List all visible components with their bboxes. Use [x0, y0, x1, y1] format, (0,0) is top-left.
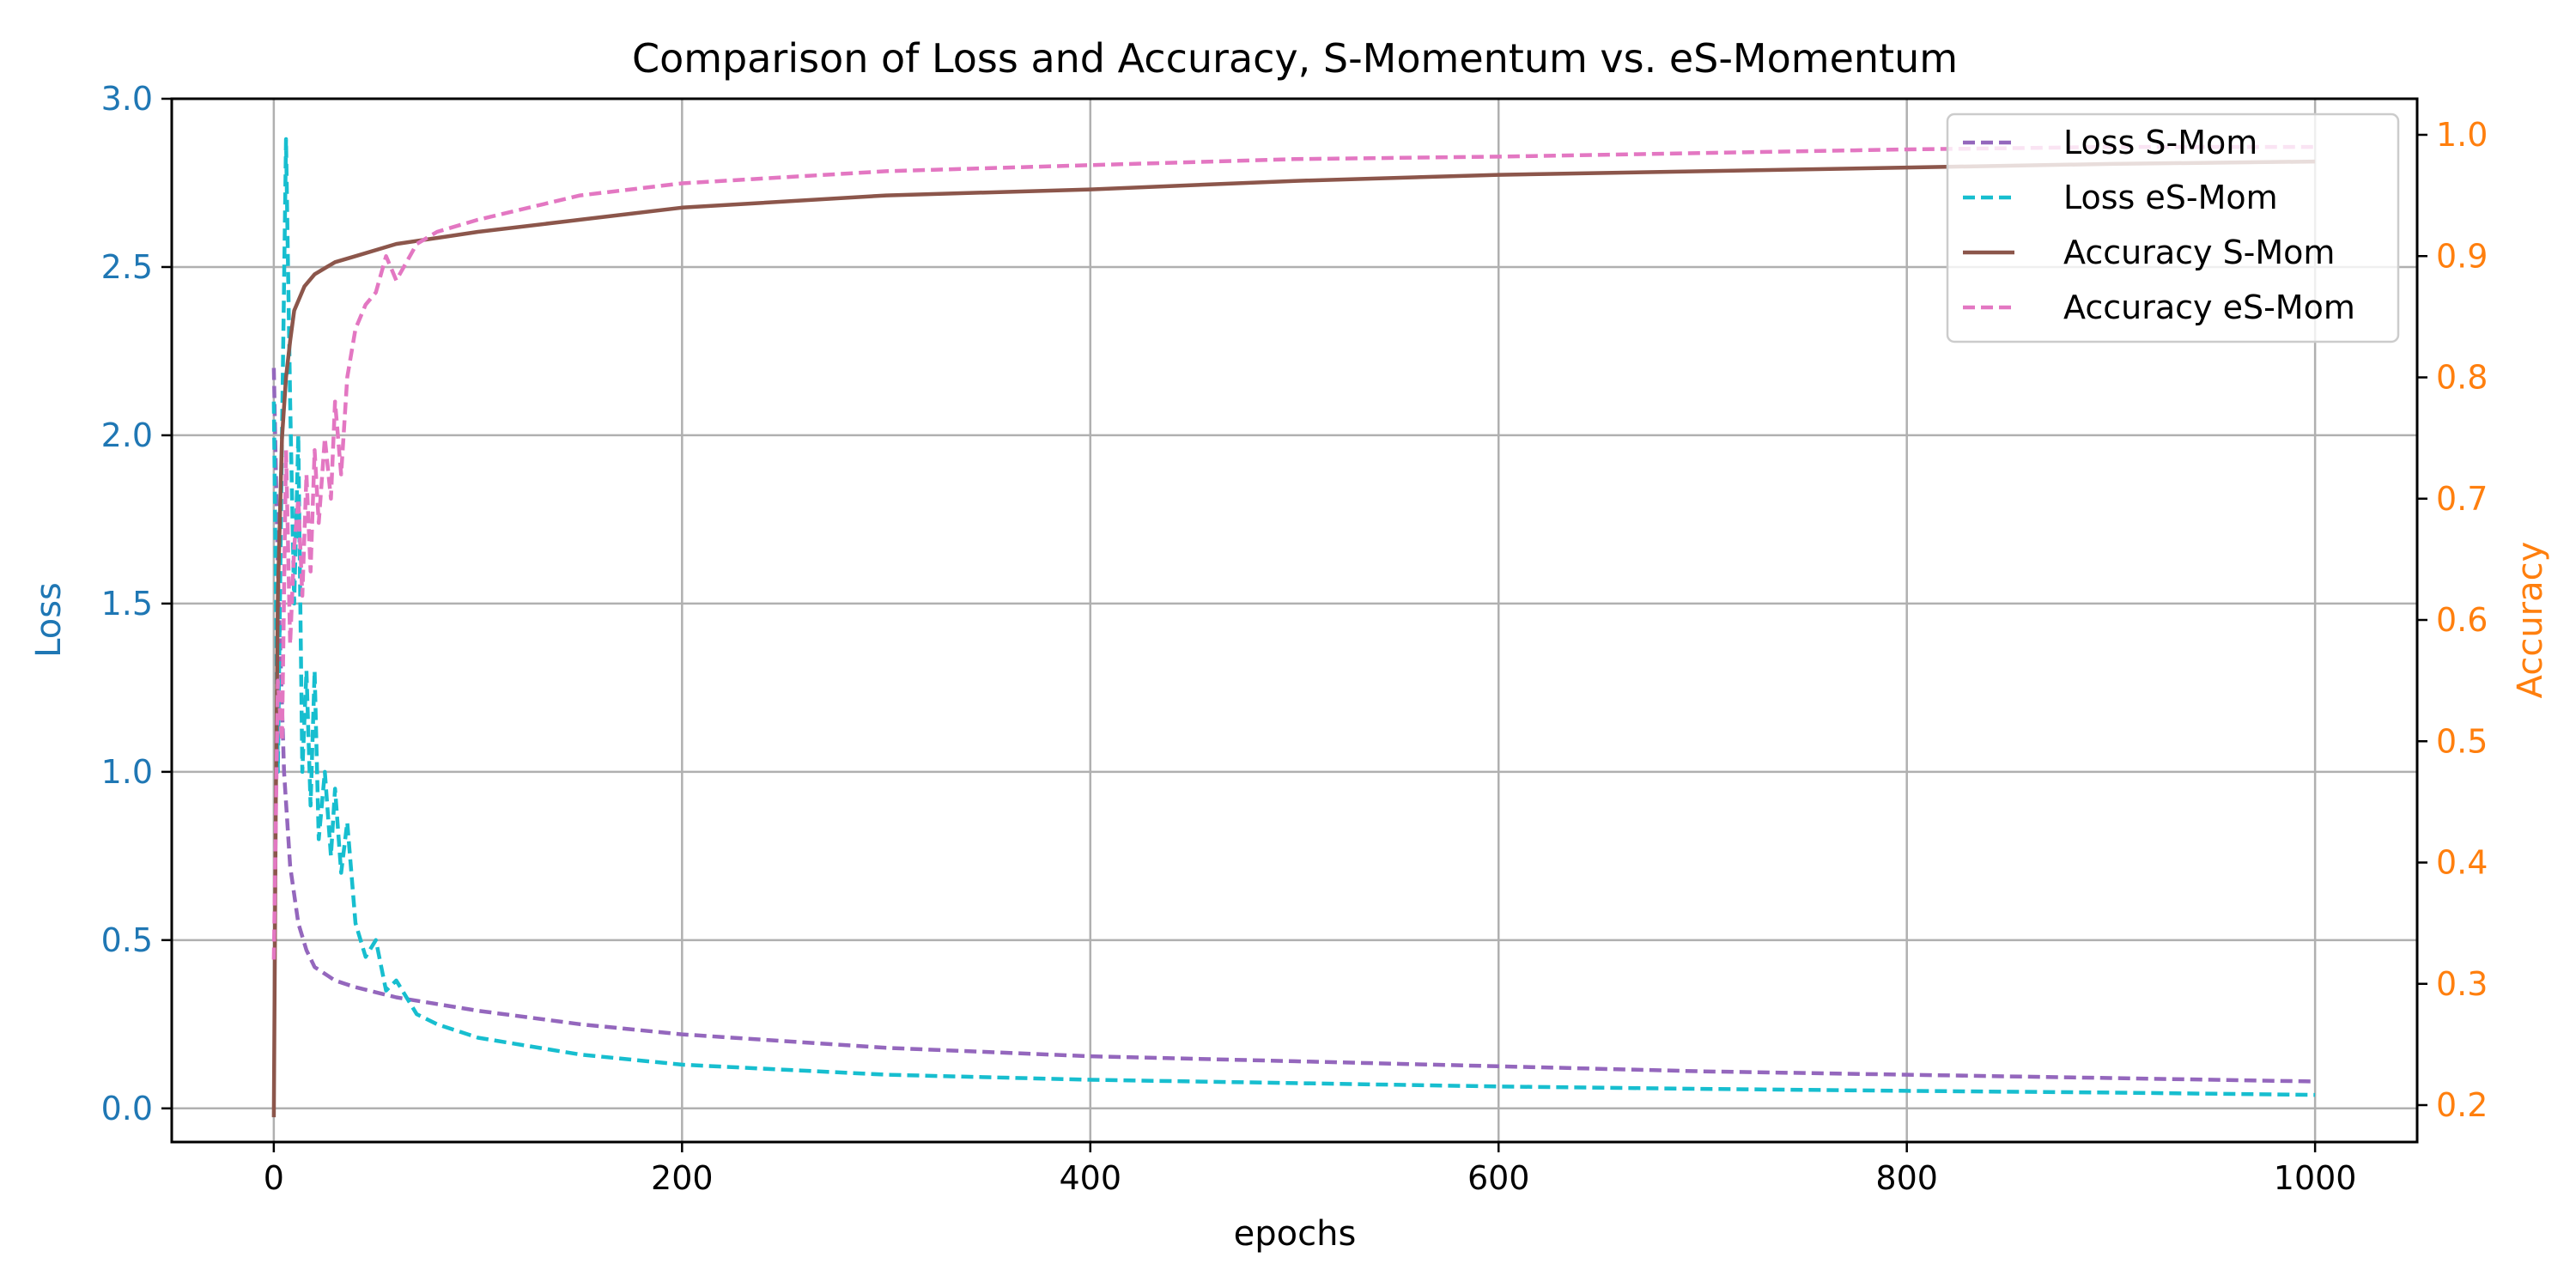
y-right-tick-label: 0.5 [2436, 722, 2488, 760]
x-tick-label: 800 [1875, 1159, 1938, 1197]
x-axis-label: epochs [1234, 1214, 1357, 1254]
y-right-tick-label: 0.6 [2436, 601, 2488, 639]
y-axis-label-left: Loss [29, 582, 69, 658]
series-line [271, 159, 2316, 1118]
series-line [271, 144, 2316, 960]
x-tick-label: 400 [1060, 1159, 1122, 1197]
legend: Loss S-Mom Loss eS-Mom Accuracy S-Mom Accur… [1946, 112, 2400, 343]
y-right-tick-label: 1.0 [2436, 116, 2488, 154]
chart-title: Comparison of Loss and Accuracy, S-Momen… [632, 35, 1958, 82]
legend-label: Loss S-Mom [2063, 124, 2257, 161]
x-tick-label: 600 [1467, 1159, 1530, 1197]
series-layer [271, 137, 2316, 1118]
y-left-tick-label: 0.0 [101, 1090, 153, 1127]
y-right-tick-label: 0.2 [2436, 1086, 2488, 1124]
y-right-tick-label: 0.9 [2436, 237, 2488, 275]
y-right-tick-label: 0.4 [2436, 844, 2488, 882]
series-line [271, 368, 2316, 1084]
y-right-tick-label: 0.3 [2436, 965, 2488, 1003]
y-left-tick-label: 1.0 [101, 753, 153, 791]
y-left-tick-label: 0.5 [101, 921, 153, 959]
x-tick-label: 200 [651, 1159, 714, 1197]
y-left-tick-label: 2.5 [101, 248, 153, 286]
axis-ticks: 0 200 400 600 800 1000 0.0 0.5 1.0 1.5 2.0 2.5 3.0 0.… [101, 80, 2488, 1197]
x-tick-label: 0 [264, 1159, 284, 1197]
y-axis-label-right: Accuracy [2511, 542, 2550, 699]
y-right-tick-label: 0.8 [2436, 359, 2488, 397]
legend-label: Accuracy S-Mom [2063, 234, 2335, 271]
legend-label: Accuracy eS-Mom [2063, 289, 2355, 326]
legend-label: Loss eS-Mom [2063, 179, 2278, 216]
legend-box [1946, 112, 2400, 343]
y-left-tick-label: 2.0 [101, 416, 153, 454]
x-tick-label: 1000 [2274, 1159, 2357, 1197]
y-left-tick-label: 3.0 [101, 80, 153, 118]
y-right-tick-label: 0.7 [2436, 480, 2488, 518]
y-left-tick-label: 1.5 [101, 585, 153, 623]
series-line [271, 137, 2316, 1097]
